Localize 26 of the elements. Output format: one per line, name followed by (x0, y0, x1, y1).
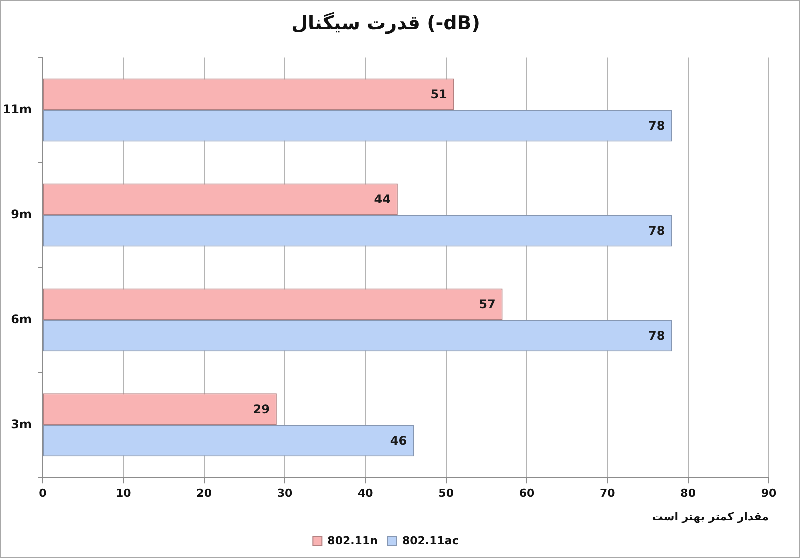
x-tick-label: 40 (358, 487, 374, 500)
y-tick-label: 3m (11, 417, 32, 432)
x-tick-label: 50 (438, 487, 454, 500)
x-tick-label: 70 (600, 487, 616, 500)
data-label: 51 (430, 88, 448, 102)
y-tick-label: 9m (11, 207, 32, 222)
data-label: 78 (648, 224, 666, 238)
data-label: 46 (390, 434, 408, 448)
legend-label: 802.11ac (402, 534, 459, 548)
y-tick-label: 6m (11, 312, 32, 326)
y-tick-label: 11m (2, 102, 32, 116)
data-label: 57 (479, 298, 496, 312)
x-tick-label: 80 (680, 487, 696, 500)
chart-title: قدرت سیگنال (-dB) (292, 11, 480, 34)
x-tick-label: 30 (277, 487, 293, 500)
x-tick-label: 10 (116, 487, 132, 500)
x-tick-label: 0 (39, 487, 48, 500)
legend-label: 802.11n (328, 534, 378, 548)
data-label: 78 (648, 329, 666, 344)
data-label: 44 (374, 192, 391, 207)
data-label: 29 (253, 402, 270, 417)
x-axis-title: مقدار کمتر بهتر است (652, 510, 769, 524)
x-tick-label: 20 (196, 487, 212, 500)
x-tick-label: 90 (761, 487, 777, 500)
data-label: 78 (648, 119, 666, 134)
x-tick-label: 60 (519, 487, 535, 500)
